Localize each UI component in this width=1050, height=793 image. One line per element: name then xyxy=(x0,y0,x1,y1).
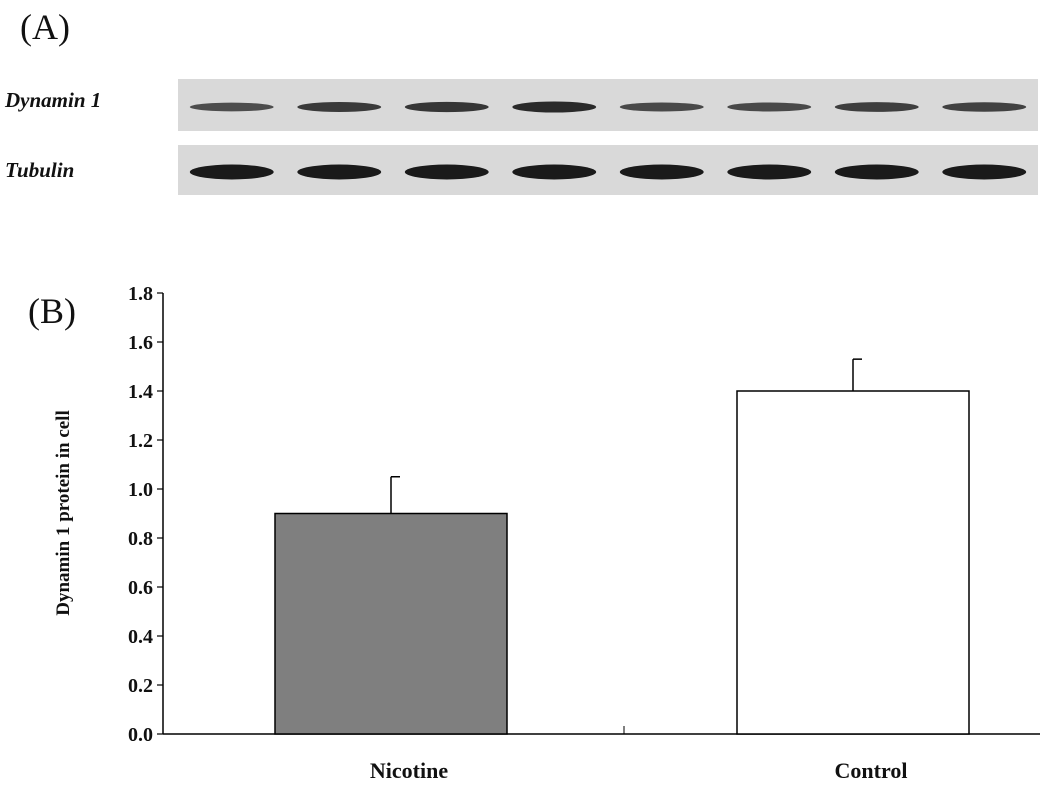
blot-band xyxy=(834,102,919,112)
x-category-label: Control xyxy=(835,758,908,783)
blot-band xyxy=(297,164,382,180)
tubulin-bands xyxy=(189,164,1027,180)
blot-band xyxy=(404,101,489,113)
blot-band xyxy=(297,101,382,113)
y-tick-label: 1.0 xyxy=(128,479,153,501)
blot-band xyxy=(619,164,704,180)
blot-band xyxy=(189,164,274,180)
panel-a-label: (A) xyxy=(20,7,70,47)
tubulin-blot-label: Tubulin xyxy=(5,158,75,182)
blot-band xyxy=(727,164,812,180)
y-tick-label: 1.6 xyxy=(128,332,153,354)
y-axis-title: Dynamin 1 protein in cell xyxy=(53,410,74,616)
y-tick-label: 1.4 xyxy=(128,381,153,403)
blot-band xyxy=(727,102,812,112)
y-tick-label: 0.8 xyxy=(128,528,153,550)
blot-band xyxy=(619,102,704,112)
panel-b-label: (B) xyxy=(28,291,76,331)
tubulin-blot xyxy=(178,145,1038,195)
y-tick-label: 0.4 xyxy=(128,626,153,648)
y-tick-label: 0.6 xyxy=(128,577,153,599)
bar-control xyxy=(736,390,970,735)
blot-band xyxy=(512,101,597,113)
y-tick-label: 0.2 xyxy=(128,675,153,697)
blot-band xyxy=(834,164,919,180)
y-tick-label: 1.8 xyxy=(128,283,153,305)
y-tick-label: 1.2 xyxy=(128,430,153,452)
blot-band xyxy=(942,164,1027,180)
dynamin-bands xyxy=(189,101,1027,113)
y-tick-label: 0.0 xyxy=(128,724,153,746)
dynamin-blot xyxy=(178,79,1038,131)
blot-band xyxy=(404,164,489,180)
bar-nicotine xyxy=(274,512,508,735)
blot-band xyxy=(942,102,1027,112)
dynamin-blot-label: Dynamin 1 xyxy=(5,88,102,112)
blot-band xyxy=(189,102,274,112)
blot-band xyxy=(512,164,597,180)
x-category-label: Nicotine xyxy=(370,758,448,783)
